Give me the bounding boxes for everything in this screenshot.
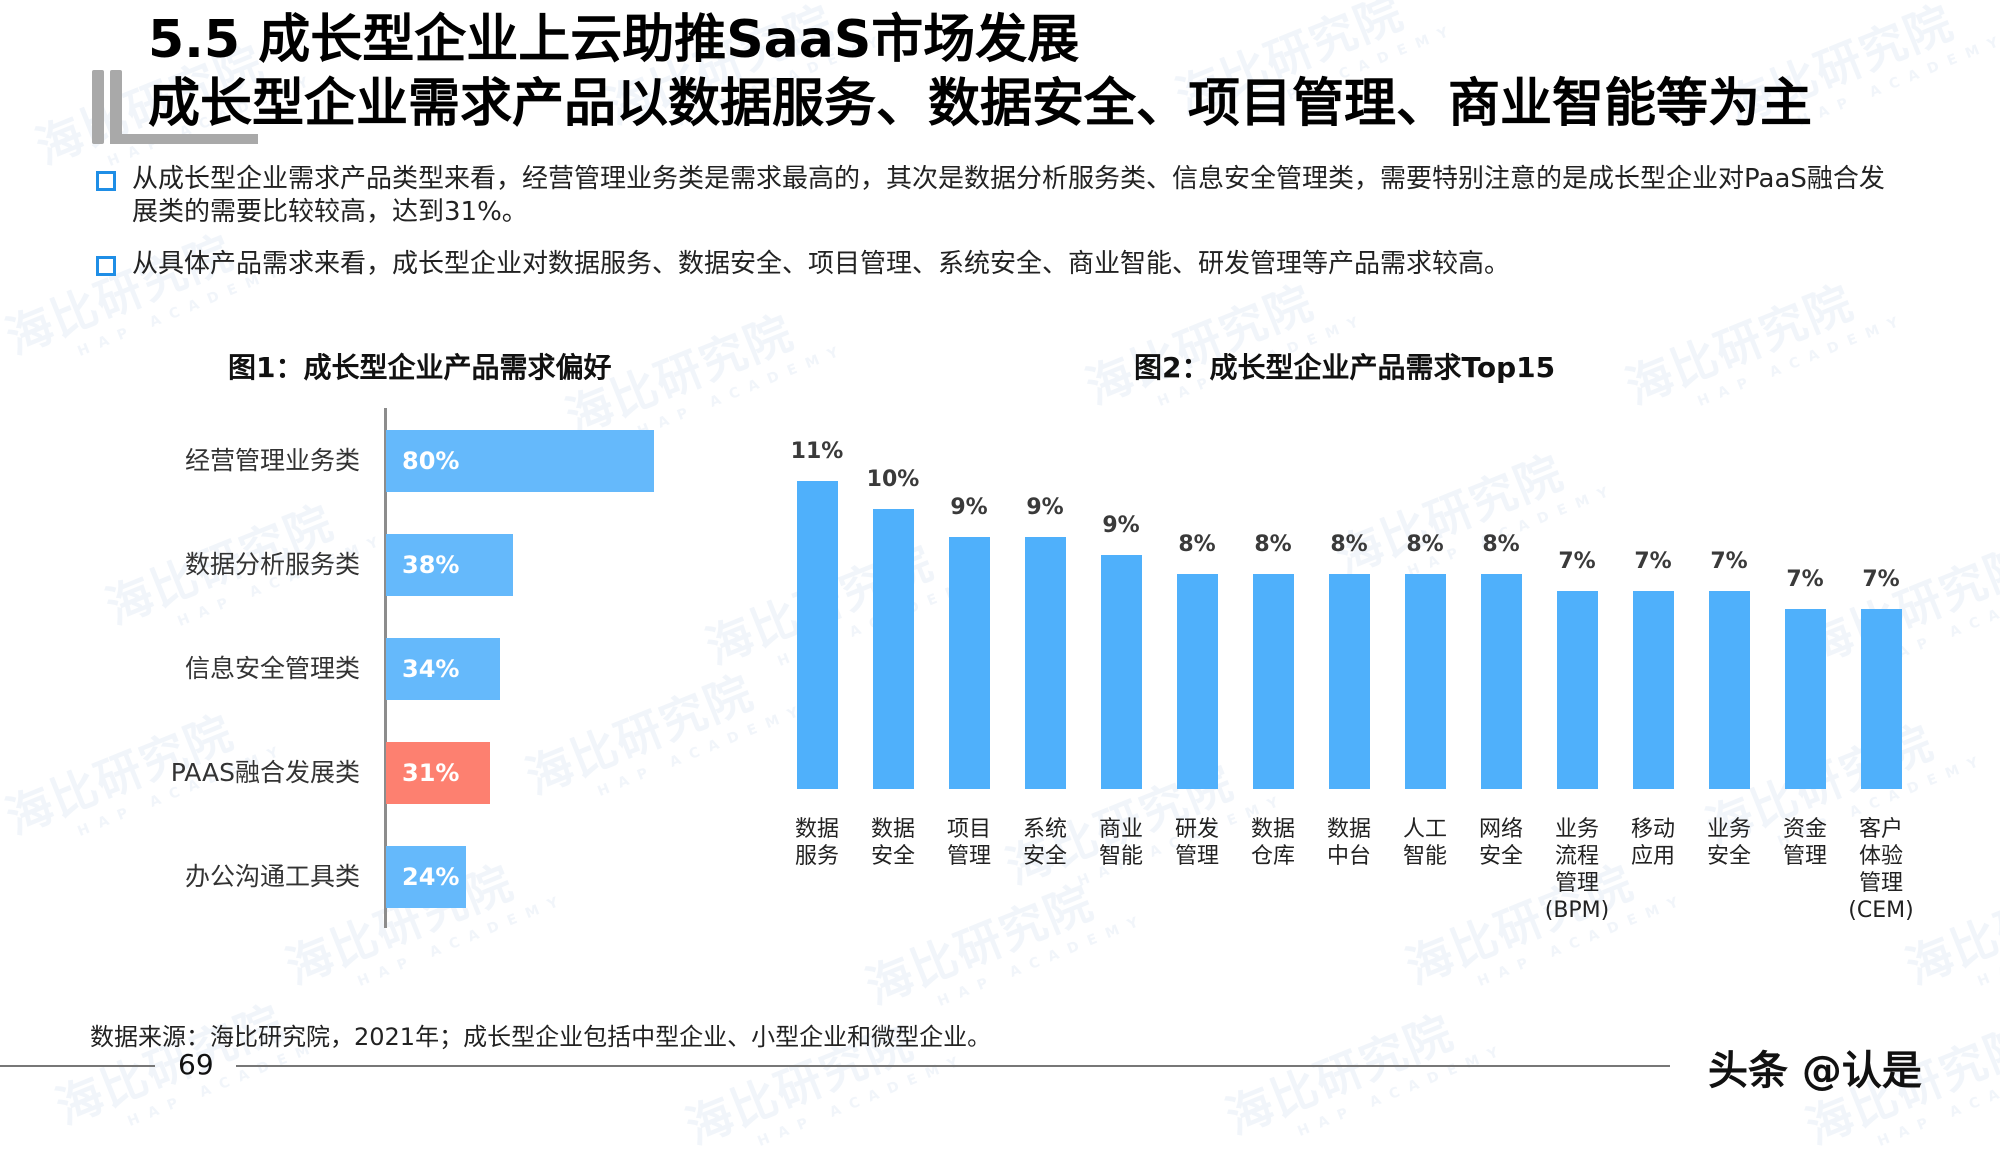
chart2-bar [1253, 574, 1294, 789]
chart2-category-label: 数据 安全 [870, 817, 915, 869]
chart1-category-label: 办公沟通工具类 [184, 862, 360, 891]
chart2-value-label: 7% [1710, 549, 1748, 574]
chart2-bar [1101, 555, 1142, 789]
chart2-category-label: 人工 智能 [1402, 817, 1447, 869]
chart2-category-label: 项目 管理 [946, 817, 991, 869]
chart2-title: 图2：成长型企业产品需求Top15 [1134, 351, 1556, 384]
square-bullet-icon [96, 256, 116, 276]
chart1-value-label: 24% [402, 863, 460, 891]
chart1-axis-line [384, 408, 387, 928]
chart1-category-label: 数据分析服务类 [184, 550, 360, 579]
chart2-category-label: 资金 管理 [1782, 817, 1827, 869]
chart2-value-label: 8% [1330, 532, 1368, 557]
chart2-value-label: 10% [866, 467, 920, 492]
chart2-value-label: 9% [950, 495, 988, 520]
chart1-row: 办公沟通工具类 24% [0, 846, 2000, 908]
chart1-bar: 34% [386, 638, 500, 700]
data-source-note: 数据来源：海比研究院，2021年；成长型企业包括中型企业、小型企业和微型企业。 [90, 1023, 992, 1051]
chart1-title: 图1：成长型企业产品需求偏好 [228, 351, 612, 384]
footer-divider [236, 1065, 1670, 1067]
chart2-value-label: 9% [1102, 513, 1140, 538]
chart2-value-label: 7% [1786, 567, 1824, 592]
bullet-text: 从成长型企业需求产品类型来看，经营管理业务类是需求最高的，其次是数据分析服务类、… [132, 164, 1885, 227]
chart1-bar: 38% [386, 534, 513, 596]
chart2-bar [1177, 574, 1218, 789]
page-number: 69 [178, 1048, 214, 1081]
chart2-bar [1709, 591, 1750, 789]
chart1-category-label: 信息安全管理类 [184, 654, 360, 683]
chart2-category-label: 网络 安全 [1478, 817, 1523, 869]
chart2-bar [1785, 609, 1826, 789]
chart2-bar [1557, 591, 1598, 789]
chart2-value-label: 7% [1558, 549, 1596, 574]
chart2-value-label: 7% [1862, 567, 1900, 592]
chart2-bar [873, 509, 914, 789]
bullet-text: 从具体产品需求来看，成长型企业对数据服务、数据安全、项目管理、系统安全、商业智能… [132, 249, 1511, 279]
chart2-category-label: 数据 仓库 [1250, 817, 1295, 869]
chart1-row: 经营管理业务类 80% [0, 430, 2000, 492]
page-title: 5.5 成长型企业上云助推SaaS市场发展 [148, 10, 1080, 70]
bullet-point-2: 从具体产品需求来看，成长型企业对数据服务、数据安全、项目管理、系统安全、商业智能… [96, 248, 1896, 281]
chart1-value-label: 31% [402, 759, 460, 787]
bullet-point-1: 从成长型企业需求产品类型来看，经营管理业务类是需求最高的，其次是数据分析服务类、… [96, 163, 1896, 229]
chart2-category-label: 系统 安全 [1022, 817, 1067, 869]
chart1-row: PAAS融合发展类 31% [0, 742, 2000, 804]
chart2-bar [1405, 574, 1446, 789]
chart2-category-label: 移动 应用 [1630, 817, 1675, 869]
author-credit: 头条 @认是 [1708, 1048, 1922, 1094]
chart2-bar [1329, 574, 1370, 789]
chart2-category-label: 业务 流程 管理 (BPM) [1544, 817, 1610, 923]
chart2-category-label: 数据 中台 [1326, 817, 1371, 869]
chart2-bar [1025, 537, 1066, 789]
footer-divider [0, 1065, 155, 1067]
chart1-row: 信息安全管理类 34% [0, 638, 2000, 700]
chart1-value-label: 38% [402, 551, 460, 579]
chart1-bar: 80% [386, 430, 654, 492]
chart2-value-label: 11% [790, 439, 844, 464]
chart2-bar [797, 481, 838, 789]
chart2-bar [1481, 574, 1522, 789]
chart2-value-label: 9% [1026, 495, 1064, 520]
chart2-category-label: 商业 智能 [1098, 817, 1143, 869]
chart1-bar: 31% [386, 742, 490, 804]
chart2-category-label: 客户 体验 管理 (CEM) [1848, 817, 1914, 923]
chart1-category-label: PAAS融合发展类 [170, 758, 360, 787]
chart2-category-label: 数据 服务 [794, 817, 839, 869]
chart2-bar [949, 537, 990, 789]
chart2-bar [1633, 591, 1674, 789]
chart2-value-label: 8% [1254, 532, 1292, 557]
chart1-value-label: 34% [402, 655, 460, 683]
chart2-value-label: 8% [1482, 532, 1520, 557]
chart2-bar [1861, 609, 1902, 789]
chart2-category-label: 业务 安全 [1706, 817, 1751, 869]
title-bracket-decoration [88, 66, 258, 146]
page-subtitle: 成长型企业需求产品以数据服务、数据安全、项目管理、商业智能等为主 [148, 74, 1813, 134]
chart2-value-label: 8% [1178, 532, 1216, 557]
chart1-category-label: 经营管理业务类 [184, 446, 360, 475]
chart1-value-label: 80% [402, 447, 460, 475]
chart2-value-label: 7% [1634, 549, 1672, 574]
chart1-bar: 24% [386, 846, 466, 908]
chart2-value-label: 8% [1406, 532, 1444, 557]
square-bullet-icon [96, 171, 116, 191]
chart2-category-label: 研发 管理 [1174, 817, 1219, 869]
chart1-row: 数据分析服务类 38% [0, 534, 2000, 596]
